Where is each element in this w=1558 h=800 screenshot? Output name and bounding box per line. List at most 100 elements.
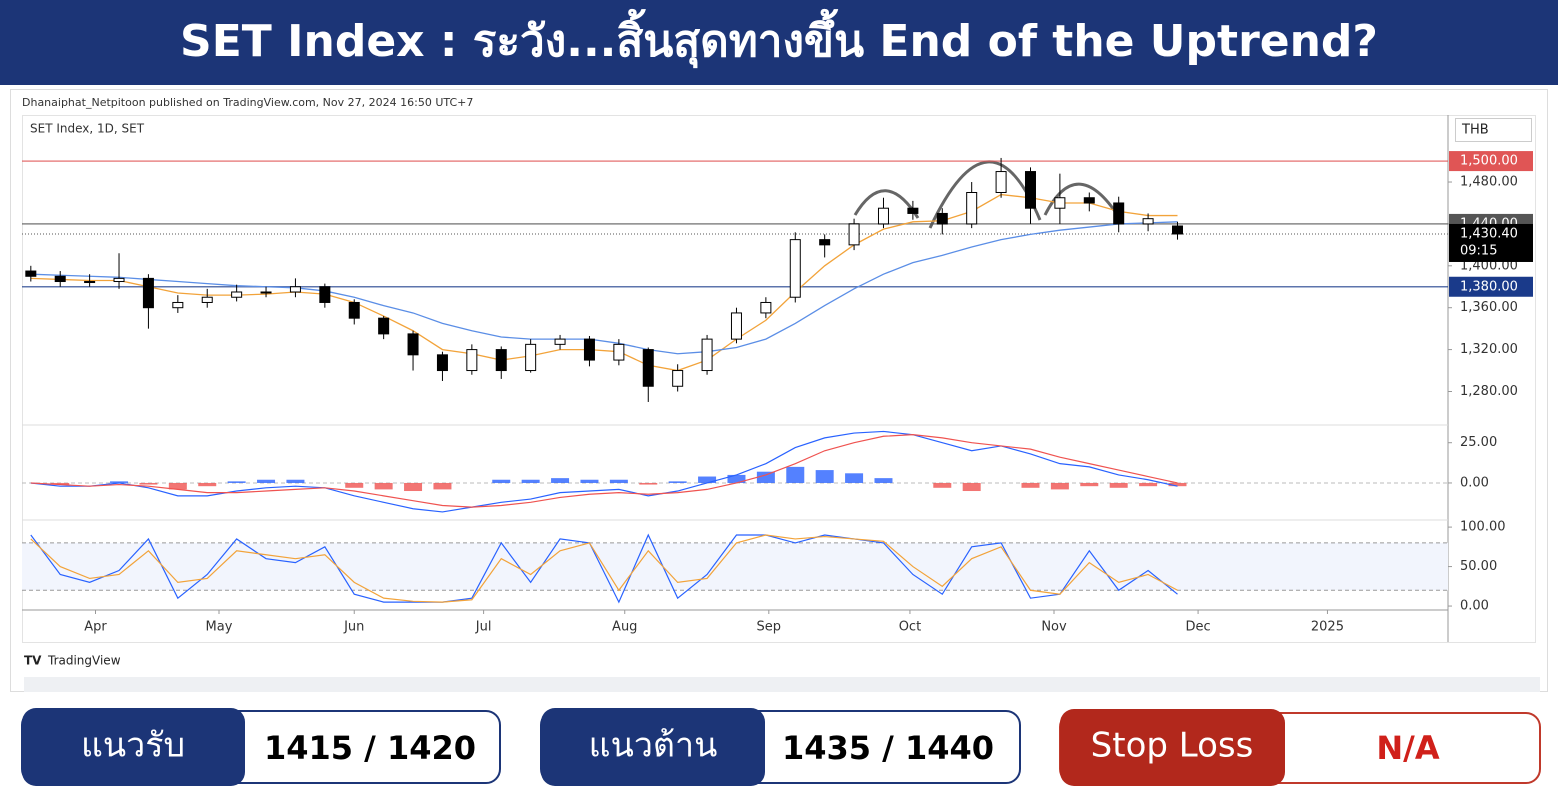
histogram-bar: [492, 479, 511, 483]
price-label-bg: [1449, 276, 1533, 297]
card-value: N/A: [1376, 729, 1439, 767]
indicator-line: [30, 533, 1178, 604]
candle-body: [642, 349, 654, 387]
histogram-bar: [933, 482, 952, 488]
histogram-bar: [521, 479, 540, 483]
level-card: Stop Loss N/A: [1059, 709, 1541, 786]
candle-body: [172, 301, 184, 309]
candle-body: [613, 343, 625, 361]
x-tick-label: May: [206, 620, 233, 635]
candle-body: [260, 291, 272, 294]
indicator-line: [30, 434, 1178, 508]
histogram-bar: [168, 482, 187, 490]
card-label: แนวต้าน: [589, 726, 718, 766]
y-tick-label: 1,400.00: [1460, 258, 1518, 273]
symbol-legend: SET Index, 1D, SET: [30, 122, 145, 136]
candle-body: [848, 223, 860, 246]
candle-body: [466, 349, 478, 372]
y-tick-label: 1,280.00: [1460, 384, 1518, 399]
level-card: แนวรับ 1415 / 1420: [21, 708, 501, 786]
candle-body: [1172, 225, 1184, 235]
candle-body: [554, 338, 566, 345]
card-value: 1435 / 1440: [782, 729, 994, 767]
candle-body: [701, 338, 713, 372]
histogram-bar: [551, 478, 570, 483]
card-label: แนวรับ: [81, 726, 185, 766]
histogram-bar: [1080, 482, 1099, 487]
candle-body: [231, 291, 243, 298]
histogram-bar: [374, 482, 393, 490]
candle-body: [525, 343, 537, 372]
y-tick-label: 1,480.00: [1460, 175, 1518, 190]
card-label-bg: [541, 708, 765, 786]
candle-body: [54, 275, 66, 283]
histogram-bar: [404, 482, 423, 492]
y-tick-label: 100.00: [1460, 520, 1506, 535]
brand: TradingView: [47, 654, 121, 668]
histogram-bar: [139, 482, 158, 485]
currency: THB: [1461, 123, 1489, 138]
histogram-bar: [345, 482, 364, 488]
histogram-bar: [580, 479, 599, 483]
candle-body: [142, 277, 154, 309]
candle-body: [877, 207, 889, 225]
x-tick-label: 2025: [1311, 620, 1344, 635]
candle-body: [995, 171, 1007, 193]
x-tick-label: Aug: [612, 620, 637, 635]
x-tick-label: Oct: [899, 620, 921, 635]
candle-body: [583, 338, 595, 361]
x-tick-label: Jul: [475, 620, 492, 635]
attribution: Dhanaiphat_Netpitoon published on Tradin…: [22, 96, 473, 109]
card-label: Stop Loss: [1091, 726, 1254, 766]
candle-body: [407, 333, 419, 356]
card-value: 1415 / 1420: [264, 729, 476, 767]
histogram-bar: [1109, 482, 1128, 488]
moving-average: [30, 221, 1178, 355]
candle-body: [289, 286, 301, 293]
candle-body: [495, 349, 507, 372]
histogram-bar: [962, 482, 981, 492]
histogram-bar: [198, 482, 217, 487]
histogram-bar: [786, 466, 805, 483]
candle-body: [84, 281, 96, 284]
candle-body: [1024, 171, 1036, 209]
moving-average: [30, 193, 1178, 372]
candle-body: [936, 212, 948, 225]
histogram-bar: [815, 470, 834, 483]
x-tick-label: Apr: [84, 620, 107, 635]
price-label-bg: [1449, 151, 1533, 172]
candle-body: [907, 207, 919, 214]
histogram-bar: [1168, 482, 1187, 487]
y-tick-label: 0.00: [1460, 599, 1489, 614]
candle-body: [760, 301, 772, 314]
y-tick-label: 0.00: [1460, 475, 1489, 490]
indicator-line: [30, 430, 1178, 513]
candle-body: [966, 192, 978, 225]
candle-body: [113, 277, 125, 283]
histogram-bar: [51, 482, 70, 485]
histogram-bar: [845, 473, 864, 483]
y-tick-label: 25.00: [1460, 435, 1497, 450]
candle-body: [378, 317, 390, 335]
histogram-bar: [1021, 482, 1040, 488]
header-bar: [0, 0, 1558, 85]
candle-body: [436, 354, 448, 372]
price-label: 1,380.00: [1460, 279, 1518, 294]
right-shoulder: [1043, 182, 1124, 223]
footer-strip: [24, 677, 1540, 692]
histogram-bar: [1050, 482, 1069, 490]
histogram-bar: [639, 482, 658, 485]
candle-body: [1113, 202, 1125, 225]
histogram-bar: [257, 479, 276, 483]
candle-body: [672, 370, 684, 387]
candle-body: [819, 239, 831, 246]
countdown: 09:15: [1460, 243, 1497, 258]
card-label-bg: [1060, 709, 1285, 786]
candle-body: [730, 312, 742, 340]
candle-body: [789, 239, 801, 298]
histogram-bar: [698, 476, 717, 483]
histogram-bar: [110, 481, 129, 483]
currency-box: [1455, 118, 1532, 142]
histogram-bar: [433, 482, 452, 490]
